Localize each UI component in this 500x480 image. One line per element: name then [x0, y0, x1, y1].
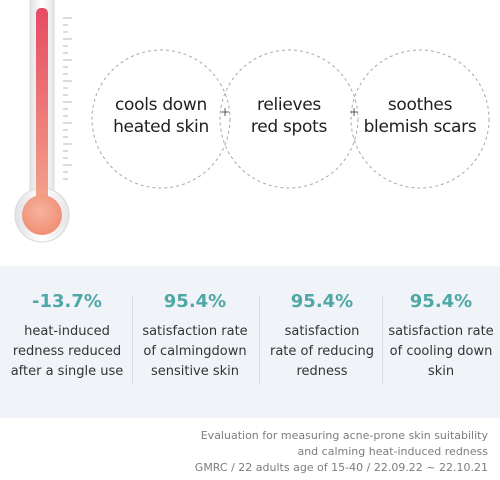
benefit-circle-2 — [219, 49, 359, 189]
stat-description: heat-induced redness reduced after a sin… — [10, 324, 124, 379]
plus-icon: + — [219, 105, 231, 119]
footnote: Evaluation for measuring acne-prone skin… — [194, 429, 488, 474]
stat-cooling-down-skin: 95.4% satisfaction rate of cooling down … — [378, 290, 500, 382]
stat-redness-reduced: -13.7% heat-induced redness reduced afte… — [4, 290, 130, 382]
stat-description: satisfaction rate of reducing redness — [270, 324, 374, 379]
stats-band: -13.7% heat-induced redness reduced afte… — [0, 266, 500, 418]
plus-icon: + — [348, 105, 360, 119]
benefit-circles — [91, 49, 490, 189]
stat-value: 95.4% — [163, 291, 227, 312]
benefit-cools-down: cools down heated skin — [113, 95, 209, 137]
stat-description: satisfaction rate of cooling down skin — [388, 324, 494, 379]
stat-value: 95.4% — [409, 291, 473, 312]
benefit-circle-3 — [350, 49, 490, 189]
stat-value: 95.4% — [290, 291, 354, 312]
stat-calming-sensitive-skin: 95.4% satisfaction rate of calmingdown s… — [132, 290, 258, 382]
stat-value: -13.7% — [32, 291, 102, 312]
thermometer-icon — [14, 0, 72, 243]
stat-reducing-redness: 95.4% satisfaction rate of reducing redn… — [259, 290, 385, 382]
divider — [259, 296, 260, 384]
stat-description: satisfaction rate of calmingdown sensiti… — [142, 324, 248, 379]
benefit-relieves: relieves red spots — [250, 95, 328, 137]
benefit-soothes: soothes blemish scars — [363, 95, 477, 137]
divider — [132, 296, 133, 384]
divider — [382, 296, 383, 384]
benefit-circle-1 — [91, 49, 231, 189]
